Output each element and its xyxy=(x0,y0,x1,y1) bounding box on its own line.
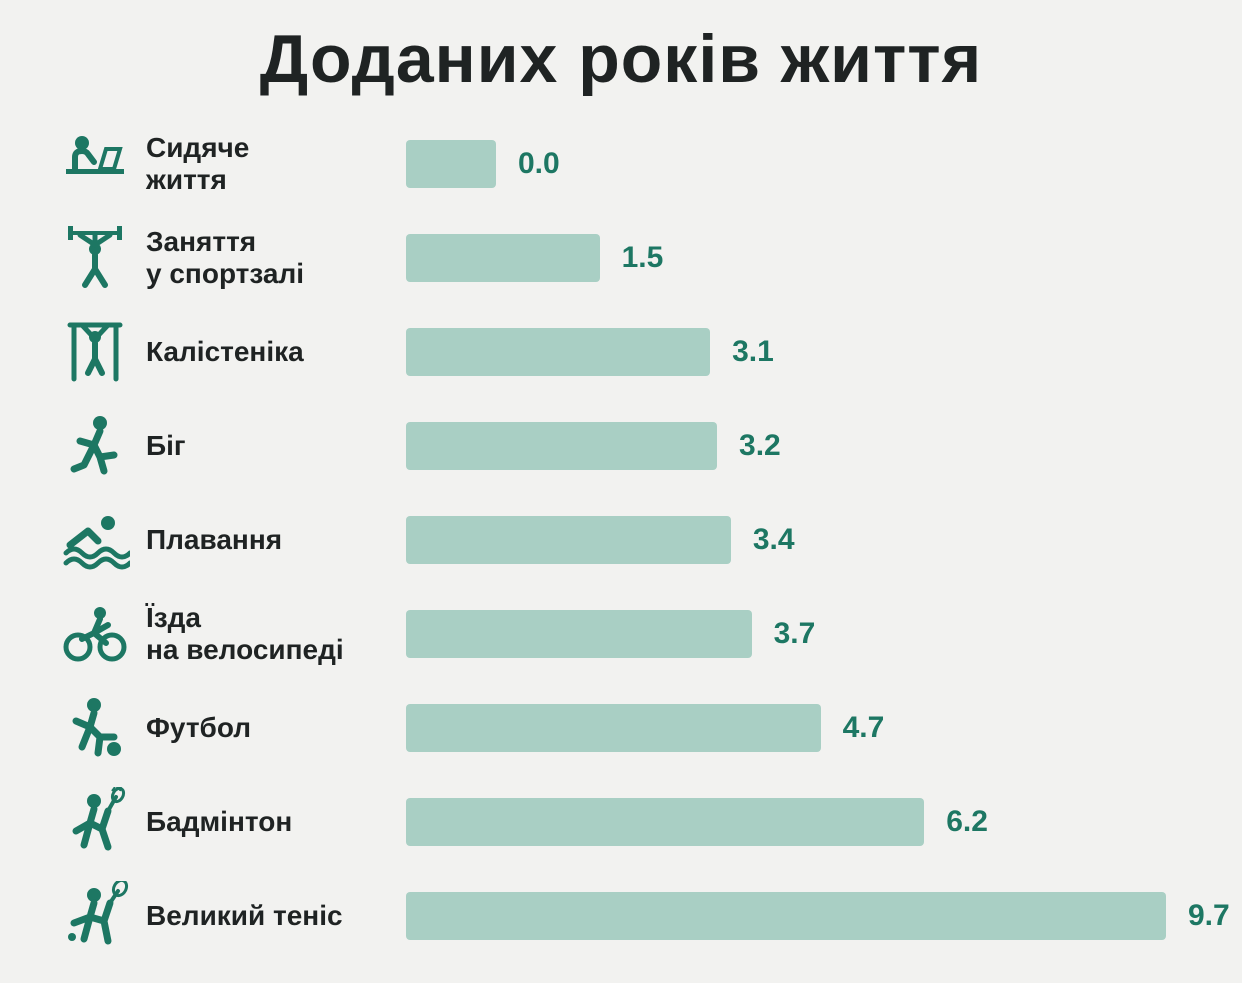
chart-row: Бадмінтон 6.2 xyxy=(50,786,1202,858)
bar-fill xyxy=(406,422,717,470)
chart-row: Заняттяу спортзалі 1.5 xyxy=(50,222,1202,294)
bar-fill xyxy=(406,610,752,658)
row-label: Футбол xyxy=(140,712,406,744)
badminton-icon xyxy=(50,786,140,858)
bar-track: 3.4 xyxy=(406,516,1202,564)
bar-track: 3.1 xyxy=(406,328,1202,376)
row-label: Їздана велосипеді xyxy=(140,602,406,666)
row-label: Сидячежиття xyxy=(140,132,406,196)
tennis-icon xyxy=(50,880,140,952)
bar-fill xyxy=(406,328,710,376)
row-label: Калістеніка xyxy=(140,336,406,368)
bar-value: 3.4 xyxy=(753,523,795,557)
bar-fill xyxy=(406,140,496,188)
bar-value: 1.5 xyxy=(622,241,664,275)
row-label: Великий теніс xyxy=(140,900,406,932)
chart-row: Біг 3.2 xyxy=(50,410,1202,482)
bar-track: 0.0 xyxy=(406,140,1202,188)
row-label: Плавання xyxy=(140,524,406,556)
infographic-page: Доданих років життя Сидячежиття 0.0 Занятт… xyxy=(0,0,1242,983)
chart-row: Їздана велосипеді 3.7 xyxy=(50,598,1202,670)
chart-row: Великий теніс9.7 xyxy=(50,880,1202,952)
bar-track: 9.7 xyxy=(406,892,1230,940)
chart-row: Калістеніка 3.1 xyxy=(50,316,1202,388)
bar-fill xyxy=(406,234,600,282)
bar-track: 6.2 xyxy=(406,798,1202,846)
football-icon xyxy=(50,692,140,764)
row-label: Біг xyxy=(140,430,406,462)
bike-icon xyxy=(50,598,140,670)
chart-row: Сидячежиття 0.0 xyxy=(50,128,1202,200)
bar-track: 3.2 xyxy=(406,422,1202,470)
chart-row: Футбол 4.7 xyxy=(50,692,1202,764)
bar-fill xyxy=(406,798,924,846)
barbell-icon xyxy=(50,222,140,294)
bar-track: 1.5 xyxy=(406,234,1202,282)
pullup-icon xyxy=(50,316,140,388)
bar-value: 3.1 xyxy=(732,335,774,369)
chart-rows: Сидячежиття 0.0 Заняттяу спортзалі 1.5 Каліс… xyxy=(40,128,1202,952)
run-icon xyxy=(50,410,140,482)
chart-title: Доданих років життя xyxy=(40,20,1202,98)
row-label: Заняттяу спортзалі xyxy=(140,226,406,290)
bar-track: 4.7 xyxy=(406,704,1202,752)
bar-fill xyxy=(406,704,821,752)
bar-value: 9.7 xyxy=(1188,899,1230,933)
bar-value: 3.2 xyxy=(739,429,781,463)
desk-icon xyxy=(50,128,140,200)
bar-value: 3.7 xyxy=(774,617,816,651)
swim-icon xyxy=(50,504,140,576)
bar-value: 6.2 xyxy=(946,805,988,839)
bar-value: 4.7 xyxy=(843,711,885,745)
bar-value: 0.0 xyxy=(518,147,560,181)
bar-fill xyxy=(406,892,1166,940)
row-label: Бадмінтон xyxy=(140,806,406,838)
chart-row: Плавання 3.4 xyxy=(50,504,1202,576)
bar-fill xyxy=(406,516,731,564)
bar-track: 3.7 xyxy=(406,610,1202,658)
